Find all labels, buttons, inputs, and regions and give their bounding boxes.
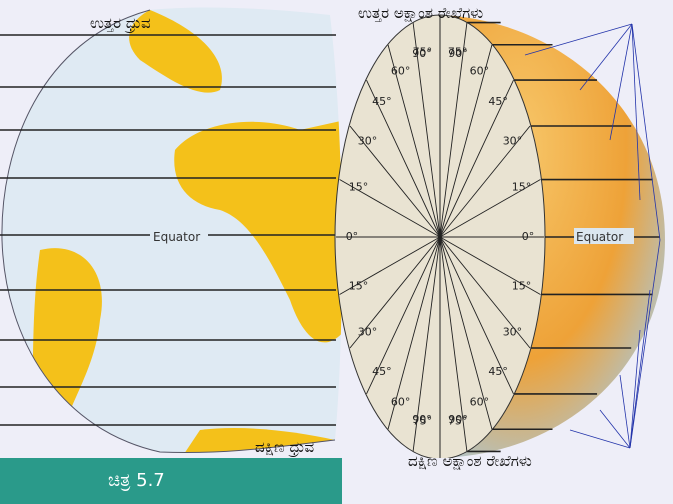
label-bg — [150, 228, 208, 244]
radial-line — [439, 125, 531, 238]
angle-label: 75° — [413, 46, 433, 59]
radial-line — [439, 236, 531, 349]
angle-label: 90° — [448, 47, 468, 60]
angle-label: 0° — [346, 230, 359, 243]
radial-line — [387, 44, 441, 238]
radial-line — [439, 44, 493, 238]
pointer-line — [569, 429, 631, 449]
angle-label: 15° — [349, 279, 369, 292]
radial-line — [339, 236, 441, 295]
radial-line — [439, 236, 468, 452]
angle-label: 30° — [358, 135, 378, 148]
north-latitudes-label: ಉತ್ತರ ಅಕ್ಷಾಂಶ ರೇಖೆಗಳು — [358, 4, 483, 23]
angle-labels: 90° 90°75° 75°60° 60°45° 45°30° 30°15° 15°0° 0°… — [346, 46, 535, 428]
angle-label: 60° — [391, 65, 411, 78]
pointer-line — [629, 329, 641, 449]
angle-label: 15° — [512, 181, 532, 194]
angle-label: 15° — [349, 181, 369, 194]
angle-label: 90° — [448, 413, 468, 426]
diagram: 90° 90°75° 75°60° 60°45° 45°30° 30°15° 15°0° 0°… — [0, 4, 665, 460]
radial-line — [349, 236, 441, 349]
pointer-line — [609, 23, 633, 141]
radial-line — [439, 22, 468, 238]
radial-line — [439, 79, 514, 238]
angle-label: 45° — [488, 95, 508, 108]
radial-line — [366, 79, 441, 238]
angle-label: 30° — [358, 325, 378, 338]
equator-label: Equator — [153, 230, 200, 244]
angle-label: 90° — [412, 413, 432, 426]
pointer-line — [599, 409, 631, 449]
pointer-line — [629, 289, 651, 449]
annotation-lines — [524, 23, 661, 449]
angle-label: 45° — [372, 365, 392, 378]
radial-line — [439, 179, 541, 238]
radial-line — [439, 236, 514, 395]
radial-line — [366, 236, 441, 395]
pointer-line — [631, 23, 661, 241]
radial-line — [439, 236, 541, 295]
angle-label: 30° — [503, 135, 523, 148]
angle-label: 75° — [448, 46, 468, 59]
north-pole-label: ಉತ್ತರ ಧ್ರುವ — [90, 14, 151, 32]
pointer-line — [524, 23, 633, 56]
radial-line — [412, 236, 441, 452]
angle-label: 90° — [412, 47, 432, 60]
label-bg — [574, 228, 634, 244]
equator-label: Equator — [576, 230, 623, 244]
angle-label: 60° — [470, 65, 490, 78]
angle-label: 75° — [448, 414, 468, 427]
angle-label: 60° — [470, 395, 490, 408]
pointer-line — [579, 23, 633, 91]
angle-label: 60° — [391, 395, 411, 408]
angle-label: 45° — [372, 95, 392, 108]
radial-line — [387, 236, 441, 430]
angle-label: 0° — [522, 230, 535, 243]
angle-label: 30° — [503, 325, 523, 338]
angle-label: 45° — [488, 365, 508, 378]
angle-label: 75° — [413, 414, 433, 427]
pointer-line — [629, 239, 661, 449]
angle-label: 15° — [512, 279, 532, 292]
caption: ಚಿತ್ರ 5.7 — [0, 458, 342, 504]
right-radials — [336, 15, 660, 459]
pointer-line — [631, 23, 641, 201]
radial-line — [412, 22, 441, 238]
south-latitudes-label: ದಕ್ಷಿಣ ಅಕ್ಷಾಂಶ ರೇಖೆಗಳು — [408, 452, 532, 470]
south-pole-label: ದಕ್ಷಿಣ ಧ್ರುವ — [255, 438, 314, 456]
radial-line — [349, 125, 441, 238]
radial-line — [339, 179, 441, 238]
pointer-line — [619, 374, 631, 449]
radial-line — [439, 236, 493, 430]
